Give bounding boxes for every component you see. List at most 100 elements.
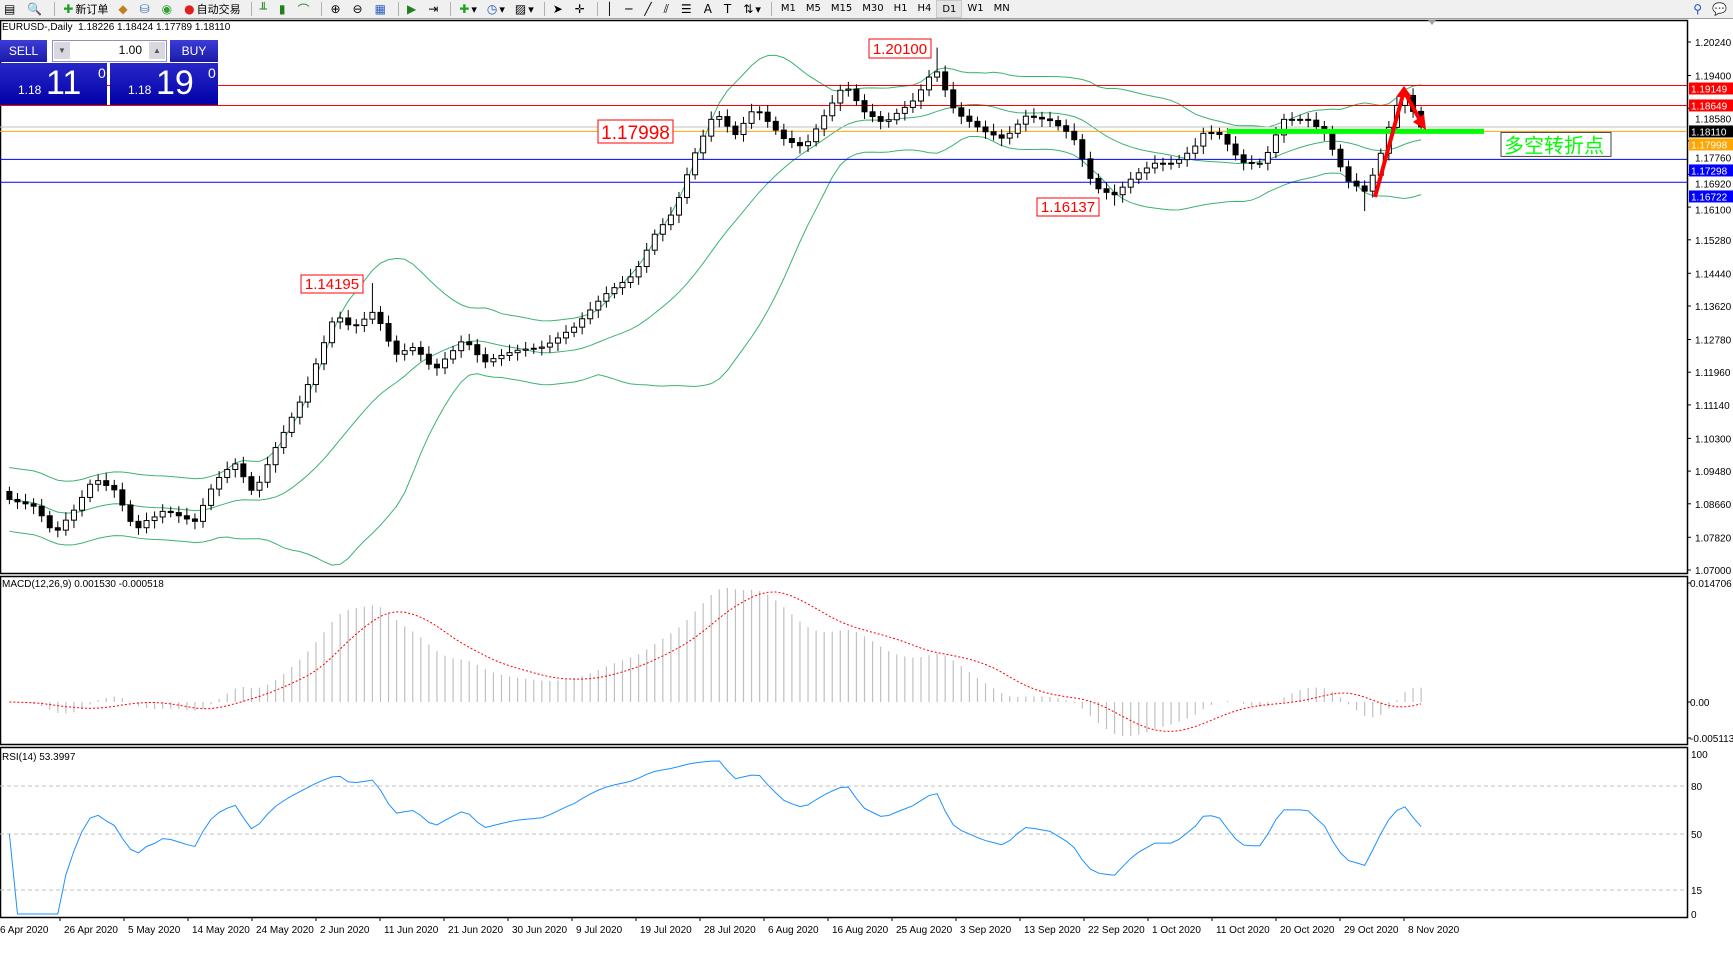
timeframe-mn[interactable]: MN	[993, 2, 1010, 14]
rsi-axis-label: 50	[1691, 830, 1703, 841]
arrows-button[interactable]: ⇅ ▾	[743, 2, 761, 16]
price-tick-label: 1.10300	[1695, 434, 1732, 445]
crosshair-icon: ✛	[574, 2, 585, 16]
candle	[764, 105, 771, 128]
candle-body	[224, 469, 231, 478]
candle-body	[821, 115, 828, 130]
vertical-line-button[interactable]: │	[602, 1, 619, 17]
zoom-window-button[interactable]: 🔍	[23, 1, 48, 17]
tile-windows-button[interactable]: ▦	[371, 1, 392, 17]
chart-area[interactable]: 1.202401.194001.191491.186491.185801.181…	[0, 19, 1733, 955]
zoom-in-button[interactable]: ⊕	[326, 1, 346, 17]
time-axis-label: 1 Oct 2020	[1152, 925, 1201, 936]
candle-body	[893, 112, 900, 121]
timeframe-h1[interactable]: H1	[893, 2, 908, 14]
candle-body	[1361, 185, 1368, 192]
candle-body	[627, 276, 634, 283]
timeframe-h4[interactable]: H4	[917, 2, 932, 14]
indicators-button[interactable]: ✚ ▾	[459, 2, 477, 16]
candle	[54, 521, 61, 538]
volume-down-button[interactable]: ▼	[54, 42, 70, 59]
candle-body	[466, 341, 473, 346]
cursor-button[interactable]: ➤	[549, 1, 569, 17]
candle-body	[708, 118, 715, 137]
candle-body	[619, 281, 626, 289]
candle	[1184, 146, 1191, 167]
candle-body	[1176, 159, 1183, 164]
rsi-axis-label: 15	[1691, 886, 1703, 897]
sell-button[interactable]: SELL	[0, 40, 47, 62]
candle-body	[651, 233, 658, 251]
rsi-axis-label: 100	[1691, 750, 1708, 761]
auto-trading-button[interactable]: ● 自动交易	[180, 1, 244, 17]
templates-button[interactable]: ▨ ▾	[514, 2, 534, 16]
navigator-button[interactable]: ⛁	[136, 1, 156, 17]
candle	[1361, 180, 1368, 212]
text-button[interactable]: A	[700, 1, 718, 17]
timeframe-m5[interactable]: M5	[805, 2, 821, 14]
candle	[14, 493, 21, 509]
search-icon[interactable]: ⚲	[1693, 2, 1703, 16]
candle	[877, 110, 884, 130]
timeframe-m1[interactable]: M1	[780, 2, 796, 14]
candlestick-button[interactable]: ▮	[275, 1, 292, 17]
candle	[361, 311, 368, 332]
horizontal-line-button[interactable]: ─	[621, 1, 638, 17]
candle-body	[288, 416, 295, 433]
volume-field[interactable]: ▼ 1.00 ▲	[52, 40, 167, 62]
candle-body	[675, 197, 682, 216]
candle	[1151, 155, 1158, 174]
history-center-button[interactable]: ◆	[114, 1, 133, 17]
text-label-button[interactable]: T	[720, 1, 737, 17]
auto-scroll-button[interactable]: ▶	[403, 1, 422, 17]
candle-body	[579, 318, 586, 328]
toolbar: ▤ 🔍 ✚ 新订单 ◆ ⛁ ◉ ● 自动交易 ╨ ▮ ⌒ ⊕ ⊖ ▦ ▶ ⇥ ✚ ▾ …	[0, 0, 1733, 19]
fibonacci-button[interactable]: ☰	[677, 1, 698, 17]
new-chart-button[interactable]: ▤	[0, 1, 21, 17]
candle-body	[1232, 143, 1239, 156]
candle	[635, 260, 642, 285]
trendline-button[interactable]: ╱	[640, 1, 657, 17]
buy-price-tile[interactable]: 1.18 19 0	[110, 63, 218, 105]
candle	[885, 112, 892, 128]
channel-button[interactable]: ⫽	[660, 1, 675, 17]
buy-button[interactable]: BUY	[170, 40, 218, 62]
candle-body	[1063, 125, 1070, 132]
candle	[643, 242, 650, 273]
sell-price-tile[interactable]: 1.18 11 0	[0, 63, 107, 105]
candle-body	[1184, 152, 1191, 161]
timeframe-w1[interactable]: W1	[967, 2, 984, 14]
periods-button[interactable]: ◷ ▾	[486, 2, 505, 16]
timeframe-d1[interactable]: D1	[936, 0, 963, 18]
new-order-button[interactable]: ✚ 新订单	[59, 1, 112, 17]
candle-body	[458, 341, 465, 352]
macd-axis-label: 0.014706	[1690, 579, 1732, 590]
trend-arrow	[1373, 89, 1423, 198]
candle-body	[54, 527, 61, 531]
candle	[909, 93, 916, 113]
candle-body	[6, 490, 13, 500]
timeframe-m15[interactable]: M15	[830, 2, 853, 14]
candle-body	[482, 354, 489, 363]
chart-shift-button[interactable]: ⇥	[424, 1, 444, 17]
signals-button[interactable]: ◉	[158, 1, 178, 17]
candle	[111, 479, 118, 498]
candle	[143, 512, 150, 534]
volume-up-button[interactable]: ▲	[149, 42, 165, 59]
candle	[135, 514, 142, 535]
timeframe-m30[interactable]: M30	[862, 2, 884, 14]
candle	[990, 123, 997, 141]
candle-body	[14, 498, 21, 503]
candle	[740, 116, 747, 142]
price-annotation-box	[1036, 197, 1100, 217]
signal-icon: ◉	[161, 2, 173, 16]
candle	[1168, 156, 1175, 170]
zoom-out-button[interactable]: ⊖	[349, 1, 369, 17]
candle	[1353, 173, 1360, 192]
line-chart-button[interactable]: ⌒	[293, 1, 315, 17]
crosshair-button[interactable]: ✛	[571, 1, 591, 17]
divider	[596, 2, 598, 16]
chat-icon[interactable]: 💬	[1712, 2, 1727, 16]
price-tick-label: 1.12780	[1695, 335, 1732, 346]
bar-chart-button[interactable]: ╨	[256, 1, 273, 17]
